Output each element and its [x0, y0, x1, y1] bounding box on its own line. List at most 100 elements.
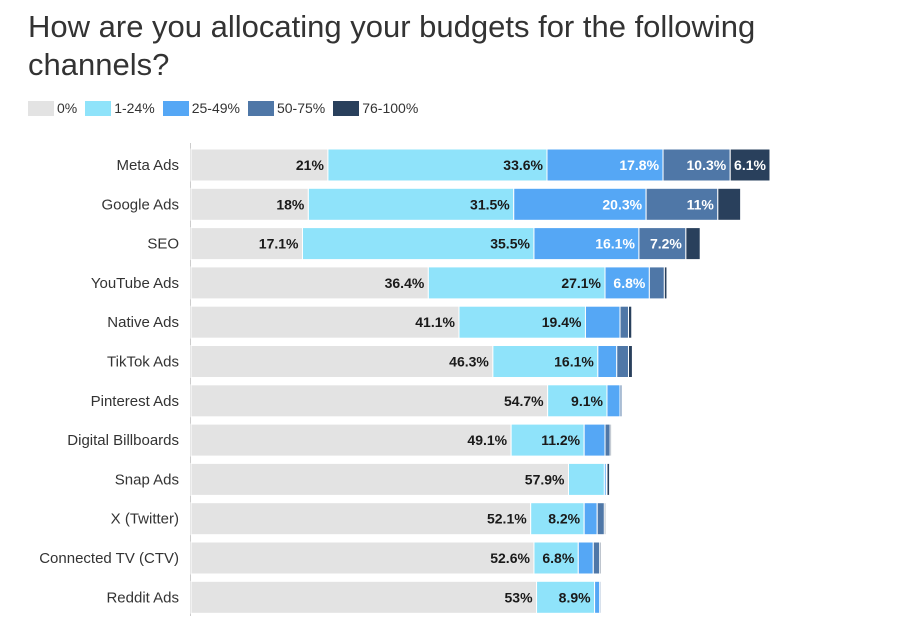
data-label: 16.1% — [595, 236, 635, 252]
category-label: TikTok Ads — [107, 354, 179, 371]
data-label: 17.8% — [619, 157, 659, 173]
data-label: 6.8% — [542, 550, 574, 566]
bar-segment — [609, 423, 613, 457]
bar-segment — [427, 266, 606, 300]
bar-segment — [190, 541, 535, 575]
bar-segment — [190, 502, 532, 536]
bar-segment — [604, 423, 611, 457]
bar-segment — [619, 305, 629, 339]
data-label: 49.1% — [467, 432, 507, 448]
data-label: 41.1% — [415, 314, 455, 330]
bar-segment — [583, 502, 598, 536]
data-label: 52.1% — [487, 511, 527, 527]
bar-segment — [536, 580, 596, 614]
data-label: 8.9% — [559, 589, 591, 605]
bar-segment — [190, 148, 329, 182]
bar-segment — [685, 227, 701, 261]
chart-title: How are you allocating your budgets for … — [28, 9, 756, 82]
bar-segment — [307, 187, 515, 221]
bar-segment — [729, 148, 771, 182]
data-label: 7.2% — [650, 236, 682, 252]
bar-segment — [627, 345, 633, 378]
legend-swatch — [28, 100, 54, 116]
bar-segment — [533, 541, 579, 575]
category-label: Reddit Ads — [106, 589, 179, 606]
data-label: 11% — [687, 196, 715, 212]
data-label: 53% — [505, 589, 534, 605]
category-label: Meta Ads — [116, 157, 179, 174]
data-label: 16.1% — [554, 354, 594, 370]
bar-segment — [190, 462, 570, 496]
bar-segment — [584, 305, 621, 339]
data-label: 18% — [276, 196, 305, 212]
bar-segment — [594, 580, 601, 614]
bar-segment — [458, 305, 586, 339]
legend-item: 25-49% — [162, 100, 240, 116]
data-label: 10.3% — [687, 157, 727, 173]
bar-segment — [606, 384, 621, 418]
bar-segment — [648, 266, 665, 300]
data-label: 21% — [296, 157, 325, 173]
category-label: X (Twitter) — [111, 511, 179, 528]
bar-segment — [301, 227, 535, 261]
data-label: 36.4% — [385, 275, 425, 291]
bar-segment — [190, 227, 303, 261]
chart-legend: 0% 1-24% 25-49% 50-75% 76-100% — [28, 100, 426, 116]
category-label: Connected TV (CTV) — [39, 550, 179, 567]
category-label: SEO — [147, 236, 179, 253]
legend-swatch — [85, 100, 112, 116]
category-label: Digital Billboards — [67, 432, 179, 449]
bar-segment — [546, 148, 664, 182]
data-label: 6.8% — [613, 275, 645, 291]
legend-swatch — [333, 100, 360, 116]
legend-label: 1-24% — [114, 100, 155, 116]
bar-segment — [583, 423, 606, 457]
bar-segment — [577, 541, 594, 575]
data-label: 20.3% — [602, 196, 642, 212]
legend-label: 76-100% — [362, 100, 419, 116]
category-label: Pinterest Ads — [91, 393, 179, 410]
bar-segment — [663, 266, 668, 300]
data-label: 33.6% — [503, 157, 543, 173]
bar-segment — [492, 345, 599, 378]
bar-segment — [190, 580, 538, 614]
legend-label: 50-75% — [276, 100, 326, 116]
bar-segment — [190, 345, 494, 378]
data-label: 35.5% — [490, 236, 530, 252]
bar-segment — [717, 187, 742, 221]
data-label: 54.7% — [504, 393, 544, 409]
bar-segment — [599, 541, 602, 575]
category-label: YouTube Ads — [91, 275, 179, 292]
bar-segment — [510, 423, 585, 457]
bar-segment — [327, 148, 548, 182]
data-label: 57.9% — [525, 471, 565, 487]
data-label: 9.1% — [571, 393, 603, 409]
data-label: 6.1% — [734, 157, 766, 173]
bar-segment — [604, 266, 650, 300]
bar-segment — [600, 580, 603, 614]
legend-swatch — [247, 100, 274, 116]
bar-segment — [190, 423, 512, 457]
data-label: 46.3% — [449, 354, 489, 370]
data-label: 31.5% — [470, 196, 510, 212]
legend-label: 25-49% — [191, 100, 240, 116]
category-label: Google Ads — [101, 196, 179, 213]
legend-item: 50-75% — [247, 100, 326, 116]
category-label: Native Ads — [107, 314, 179, 331]
bar-segment — [533, 227, 640, 261]
bar-segment — [596, 502, 605, 536]
bar-segment — [662, 148, 731, 182]
bar-segment — [645, 187, 719, 221]
bar-segment — [606, 462, 611, 496]
legend-item: 76-100% — [333, 100, 418, 116]
bar-segment — [621, 384, 624, 418]
legend-item: 0% — [28, 100, 77, 116]
data-label: 27.1% — [561, 275, 601, 291]
legend-label: 0% — [57, 100, 78, 116]
data-label: 11.2% — [541, 432, 580, 448]
data-label: 17.1% — [259, 236, 299, 252]
data-label: 52.6% — [490, 550, 530, 566]
bar-segment — [190, 305, 460, 339]
bar-segment — [568, 462, 605, 496]
